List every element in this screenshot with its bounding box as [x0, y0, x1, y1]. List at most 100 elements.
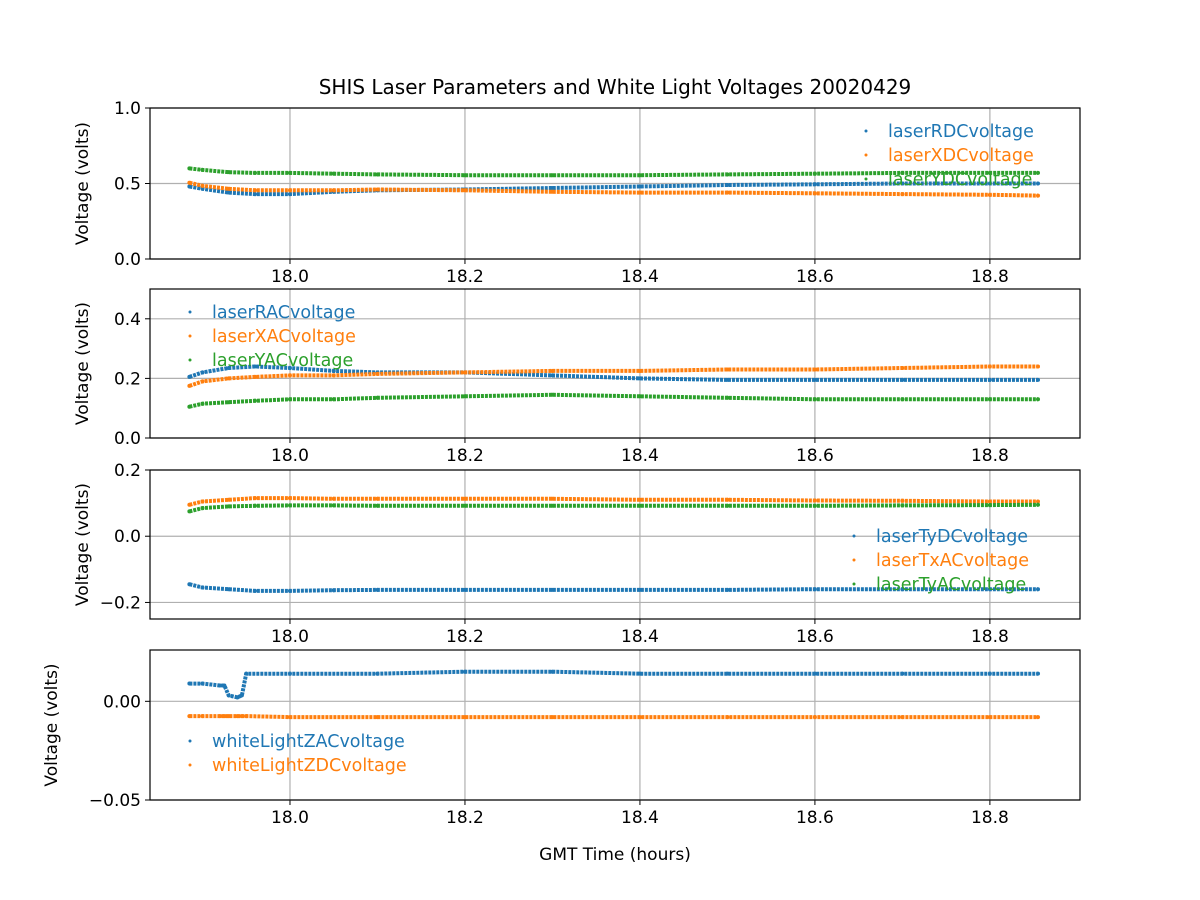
data-point	[987, 181, 992, 186]
data-point	[900, 671, 905, 676]
data-point	[287, 365, 292, 370]
data-point	[900, 181, 905, 186]
x-tick-label: 18.2	[446, 627, 484, 647]
data-point	[637, 184, 642, 189]
y-axis-label: Voltage (volts)	[73, 302, 93, 425]
data-point	[900, 587, 905, 592]
data-point	[462, 496, 467, 501]
y-tick-label: 0.0	[114, 250, 141, 270]
data-point	[725, 367, 730, 372]
legend-marker	[852, 558, 856, 562]
legend: laserRACvoltage laserXACvoltage laserYACvo…	[188, 303, 356, 371]
data-point	[287, 192, 292, 197]
data-point	[226, 170, 231, 175]
data-point	[187, 502, 192, 507]
y-tick-label: 1.0	[114, 99, 141, 119]
legend-marker	[188, 739, 192, 743]
data-point	[725, 715, 730, 720]
data-point	[550, 173, 555, 178]
y-axis-label: Voltage (volts)	[42, 663, 62, 786]
data-point	[331, 496, 336, 501]
x-tick-label: 18.8	[971, 446, 1009, 466]
data-point	[187, 374, 192, 379]
legend-marker	[852, 582, 856, 586]
data-point	[187, 681, 192, 686]
y-tick-label: 0.2	[114, 461, 141, 481]
data-point	[252, 364, 257, 369]
x-tick-label: 18.6	[796, 267, 834, 287]
data-point	[252, 170, 257, 175]
data-point	[550, 368, 555, 373]
data-point	[200, 499, 205, 504]
data-point	[252, 188, 257, 193]
legend-entry: laserTyDCvoltage	[876, 527, 1028, 547]
data-point	[375, 715, 380, 720]
legend-entry: whiteLightZACvoltage	[212, 732, 405, 752]
data-point	[331, 373, 336, 378]
data-point	[462, 370, 467, 375]
data-point	[375, 172, 380, 177]
legend-entry: whiteLightZDCvoltage	[212, 756, 407, 776]
data-point	[637, 497, 642, 502]
legend-entry: laserRACvoltage	[212, 303, 355, 323]
data-point	[287, 671, 292, 676]
data-point	[812, 367, 817, 372]
data-point	[235, 714, 240, 719]
chart-title: SHIS Laser Parameters and White Light Vo…	[319, 75, 912, 99]
data-point	[226, 693, 231, 698]
data-point	[550, 186, 555, 191]
data-point	[812, 503, 817, 508]
data-point	[1036, 502, 1041, 507]
axes-frame	[149, 469, 1081, 620]
legend-marker	[852, 534, 856, 538]
legend-entry: laserYACvoltage	[212, 351, 353, 371]
data-point	[222, 683, 227, 688]
x-tick-label: 18.8	[971, 267, 1009, 287]
legend-marker	[864, 129, 868, 133]
data-point	[550, 392, 555, 397]
data-point	[252, 192, 257, 197]
x-tick-label: 18.4	[621, 808, 659, 828]
data-point	[900, 365, 905, 370]
data-point	[287, 503, 292, 508]
data-point	[725, 587, 730, 592]
legend: laserRDCvoltage laserXDCvoltage laserYDCvo…	[864, 122, 1034, 190]
data-point	[900, 498, 905, 503]
data-point	[987, 671, 992, 676]
data-point	[217, 714, 222, 719]
data-point	[244, 671, 249, 676]
data-point	[987, 192, 992, 197]
data-point	[987, 499, 992, 504]
y-tick-label: −0.2	[100, 593, 141, 613]
data-point	[637, 368, 642, 373]
data-point	[187, 383, 192, 388]
data-point	[637, 394, 642, 399]
data-point	[226, 186, 231, 191]
data-point	[200, 585, 205, 590]
data-point	[550, 373, 555, 378]
data-point	[637, 715, 642, 720]
data-point	[812, 715, 817, 720]
x-tick-label: 18.4	[621, 627, 659, 647]
legend-entry: laserRDCvoltage	[888, 122, 1034, 142]
data-point	[1036, 170, 1041, 175]
data-point	[462, 587, 467, 592]
axes-frame	[149, 649, 1081, 801]
data-point	[725, 497, 730, 502]
data-point	[200, 167, 205, 172]
data-point	[252, 496, 257, 501]
legend-marker	[864, 153, 868, 157]
data-point	[812, 171, 817, 176]
legend-entry: laserYDCvoltage	[888, 170, 1032, 190]
data-point	[375, 187, 380, 192]
x-tick-label: 18.2	[446, 808, 484, 828]
data-point	[1036, 499, 1041, 504]
data-point	[287, 496, 292, 501]
data-point	[187, 184, 192, 189]
legend: whiteLightZACvoltage whiteLightZDCvoltage	[188, 732, 407, 776]
data-point	[1036, 377, 1041, 382]
legend-marker	[864, 177, 868, 181]
subplot-2: 18.0 18.2 18.4 18.6 18.8 0.0 0.2 0.4 Voltage (vo…	[73, 288, 1081, 466]
legend-marker	[188, 334, 192, 338]
data-point	[987, 364, 992, 369]
